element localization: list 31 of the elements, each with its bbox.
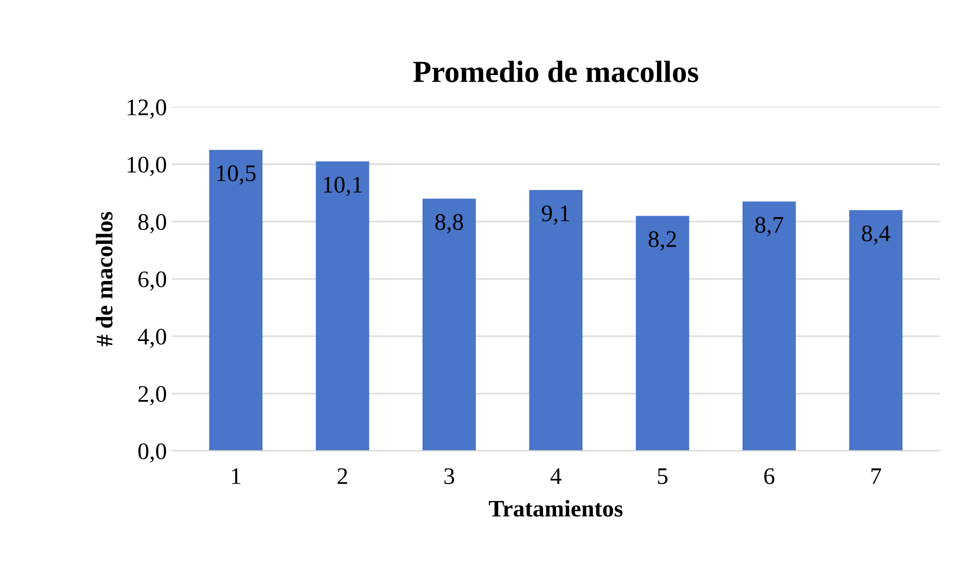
bar: [422, 198, 476, 451]
y-tick-label: 6,0: [138, 271, 166, 291]
bar: [742, 202, 796, 451]
y-tick-label: 8,0: [138, 214, 166, 234]
y-tick-label: 10,0: [128, 156, 166, 176]
y-tick-label: 2,0: [138, 386, 166, 406]
data-label: 8,2: [648, 231, 676, 251]
data-label: 8,8: [435, 214, 464, 234]
data-label: 10,5: [217, 165, 256, 185]
bar: [209, 150, 263, 451]
chart-title: Promedio de macollos: [413, 60, 698, 82]
x-tick-label: 3: [444, 468, 454, 484]
data-label: 8,4: [862, 225, 890, 245]
y-axis-title: # de macollos: [96, 212, 113, 346]
x-axis-title: Tratamientos: [488, 500, 623, 517]
x-tick-label: 4: [550, 468, 562, 484]
data-label: 8,7: [755, 216, 784, 236]
x-tick-label: 2: [338, 468, 348, 484]
bar: [636, 216, 690, 451]
data-label: 9,1: [542, 205, 570, 225]
bar: [529, 190, 583, 451]
bar: [849, 210, 903, 451]
x-tick-label: 1: [232, 468, 240, 484]
y-tick-label: 0,0: [138, 443, 166, 463]
x-tick-label: 5: [658, 468, 668, 484]
y-tick-label: 4,0: [138, 328, 166, 348]
data-label: 10,1: [324, 176, 362, 196]
y-tick-label: 12,0: [128, 99, 166, 119]
x-tick-label: 6: [764, 468, 774, 484]
x-tick-label: 7: [871, 468, 882, 484]
bar: [316, 161, 370, 451]
